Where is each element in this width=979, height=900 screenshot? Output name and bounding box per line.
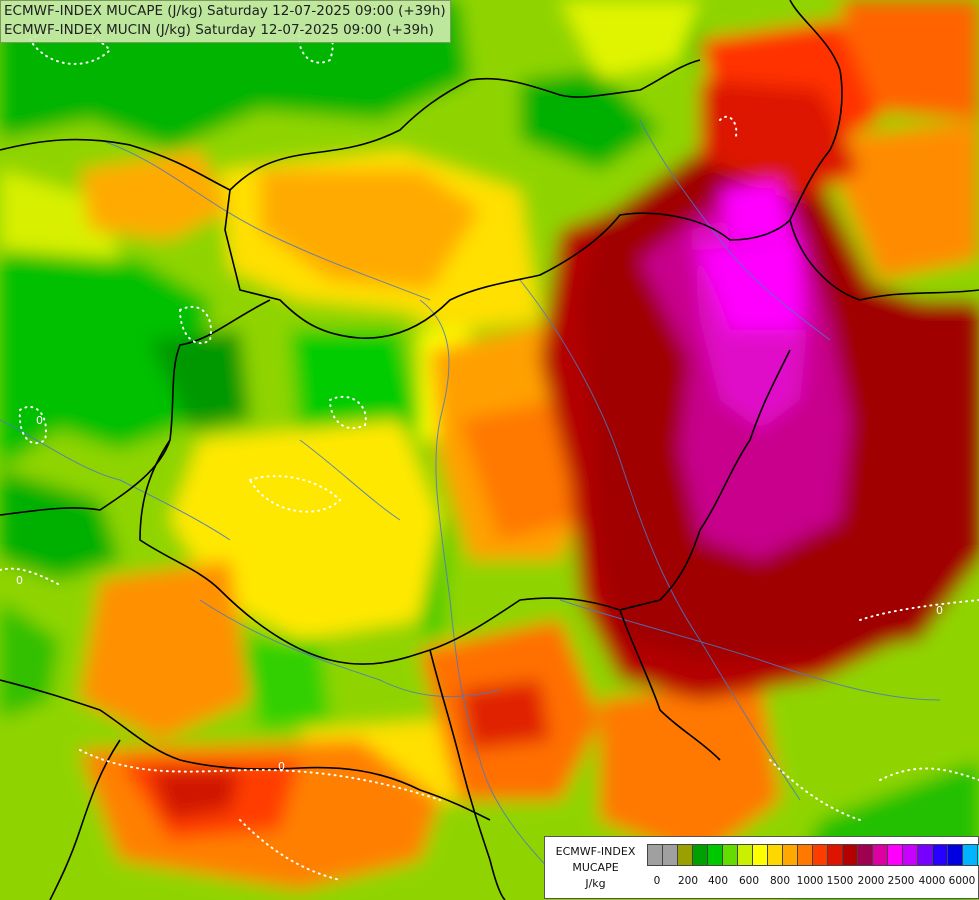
legend-tick-label: 6000 <box>948 875 976 887</box>
legend-tick-label: 1500 <box>826 875 854 887</box>
legend-swatch <box>917 844 933 866</box>
legend-swatch <box>842 844 858 866</box>
legend-tick-label: 400 <box>707 875 729 887</box>
legend-swatch <box>902 844 918 866</box>
legend-swatch <box>737 844 753 866</box>
legend-swatch <box>647 844 663 866</box>
mucin-contour-label: 0 <box>936 604 943 617</box>
legend-title-variable: MUCAPE <box>572 861 619 874</box>
legend-swatch <box>797 844 813 866</box>
legend-color-bar <box>647 844 979 866</box>
mucin-contour-label: 0 <box>278 760 285 773</box>
legend-swatch <box>872 844 888 866</box>
legend-swatch <box>767 844 783 866</box>
mucin-contour-label: 0 <box>36 414 43 427</box>
legend-swatch <box>722 844 738 866</box>
mucin-contour-label: 0 <box>16 574 23 587</box>
legend-swatch <box>887 844 903 866</box>
legend-swatch <box>662 844 678 866</box>
legend-tick-label: 1000 <box>796 875 824 887</box>
rivers <box>0 119 941 881</box>
legend-tick-label: 600 <box>738 875 760 887</box>
legend-swatch <box>677 844 693 866</box>
color-legend: ECMWF-INDEX MUCAPE J/kg 0 200 400 600 800 100… <box>544 836 979 899</box>
legend-swatch <box>962 844 978 866</box>
legend-swatch <box>782 844 798 866</box>
legend-swatch <box>932 844 948 866</box>
legend-swatch <box>707 844 723 866</box>
legend-tick-label: 0 <box>653 875 661 887</box>
legend-tick-label: 200 <box>677 875 699 887</box>
legend-tick-label: 2000 <box>857 875 885 887</box>
map-title-box: ECMWF-INDEX MUCAPE (J/kg) Saturday 12-07… <box>0 0 451 43</box>
legend-swatch <box>692 844 708 866</box>
legend-swatch <box>812 844 828 866</box>
legend-swatch <box>857 844 873 866</box>
legend-unit: J/kg <box>585 877 606 890</box>
legend-swatch <box>752 844 768 866</box>
legend-swatch <box>977 844 979 866</box>
legend-swatch <box>947 844 963 866</box>
legend-tick-label: 2500 <box>887 875 915 887</box>
legend-tick-labels: 0 200 400 600 800 1000 1500 2000 2500 4000 6000 <box>647 875 977 889</box>
legend-tick-label: 4000 <box>918 875 946 887</box>
mucin-title: ECMWF-INDEX MUCIN (J/kg) Saturday 12-07-… <box>4 22 434 38</box>
legend-title-source: ECMWF-INDEX <box>555 845 636 858</box>
legend-tick-label: 800 <box>769 875 791 887</box>
mucape-title: ECMWF-INDEX MUCAPE (J/kg) Saturday 12-07… <box>4 3 446 19</box>
legend-swatch <box>827 844 843 866</box>
